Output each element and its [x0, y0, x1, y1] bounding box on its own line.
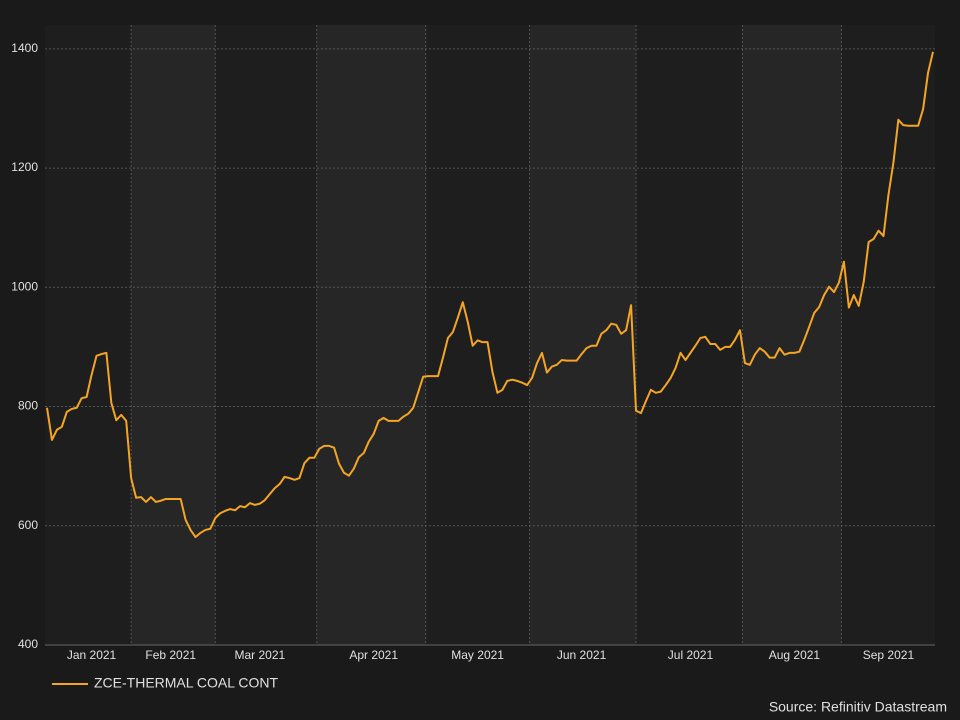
- plot-bands: [45, 25, 935, 645]
- month-band: [841, 25, 935, 645]
- x-tick-label: May 2021: [451, 648, 504, 662]
- y-tick-label: 1000: [11, 279, 38, 293]
- data-line: [46, 51, 934, 539]
- x-tick-label: Apr 2021: [349, 648, 398, 662]
- x-tick-label: Jul 2021: [668, 648, 714, 662]
- month-band: [215, 25, 317, 645]
- y-tick-label: 800: [18, 399, 38, 413]
- y-tick-label: 400: [18, 637, 38, 651]
- month-band: [529, 25, 637, 645]
- month-band: [316, 25, 426, 645]
- x-tick-label: Jun 2021: [557, 648, 607, 662]
- source-note: Source: Refinitiv Datastream: [769, 699, 947, 715]
- y-tick-label: 1200: [11, 160, 38, 174]
- x-tick-label: Sep 2021: [863, 648, 915, 662]
- legend-label: ZCE-THERMAL COAL CONT: [94, 675, 279, 691]
- y-tick-label: 600: [18, 518, 38, 532]
- x-tick-label: Aug 2021: [769, 648, 821, 662]
- month-band: [425, 25, 530, 645]
- x-tick-label: Feb 2021: [145, 648, 196, 662]
- month-band: [636, 25, 743, 645]
- month-band: [45, 25, 132, 645]
- month-band: [131, 25, 216, 645]
- x-tick-label: Mar 2021: [234, 648, 285, 662]
- y-tick-label: 1400: [11, 41, 38, 55]
- x-tick-label: Jan 2021: [67, 648, 117, 662]
- month-band: [742, 25, 842, 645]
